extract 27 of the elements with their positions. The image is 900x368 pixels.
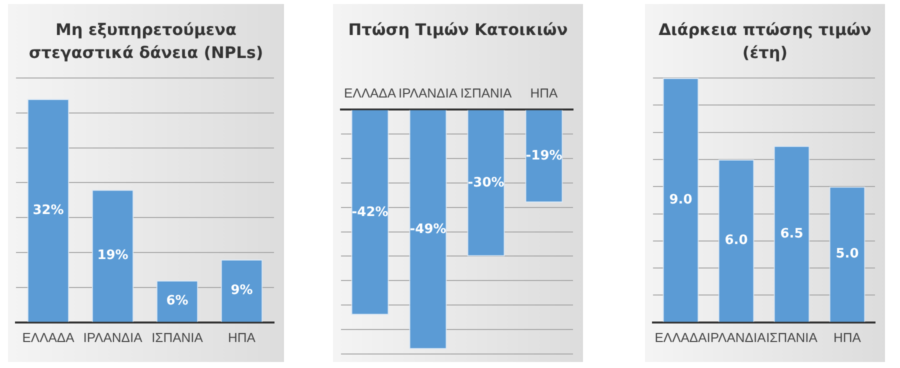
x-tick-label: ΗΠΑ [834, 330, 862, 345]
x-tick-label: ΙΣΠΑΝΙΑ [460, 85, 512, 100]
chart-title: Διάρκεια πτώσης τιμών (έτη) [658, 19, 872, 64]
data-label: 6% [166, 294, 188, 309]
chart-title: Μη εξυπηρετούμενα στεγαστικά δάνεια (NPLs) [28, 19, 264, 64]
x-tick-label: ΕΛΛΑΔΑ [22, 330, 75, 345]
data-label: -49% [410, 222, 446, 237]
data-label: 6.5 [780, 226, 804, 242]
chart-title: Πτώση Τιμών Κατοικιών [347, 19, 569, 41]
x-tick-label: ΙΡΛΑΝΔΙΑ [706, 330, 766, 345]
data-label: 32% [32, 202, 64, 218]
data-label: -42% [352, 204, 388, 220]
x-tick-label: ΕΛΛΑΔΑ [654, 330, 708, 345]
x-tick-label: ΙΣΠΑΝΙΑ [766, 330, 818, 345]
x-tick-label: ΙΡΛΑΝΔΙΑ [398, 85, 458, 100]
data-label: 9.0 [669, 192, 692, 208]
x-tick-label: ΗΠΑ [530, 85, 558, 100]
x-tick-label: ΗΠΑ [228, 330, 256, 345]
data-label: 19% [97, 248, 128, 264]
data-label: -19% [526, 148, 562, 164]
data-label: -30% [468, 176, 504, 191]
data-label: 5.0 [836, 246, 859, 262]
x-tick-label: ΕΛΛΑΔΑ [344, 85, 396, 100]
data-label: 9% [230, 283, 253, 298]
data-label: 6.0 [724, 233, 748, 248]
x-tick-label: ΙΣΠΑΝΙΑ [152, 330, 204, 345]
x-tick-label: ΙΡΛΑΝΔΙΑ [83, 330, 143, 345]
